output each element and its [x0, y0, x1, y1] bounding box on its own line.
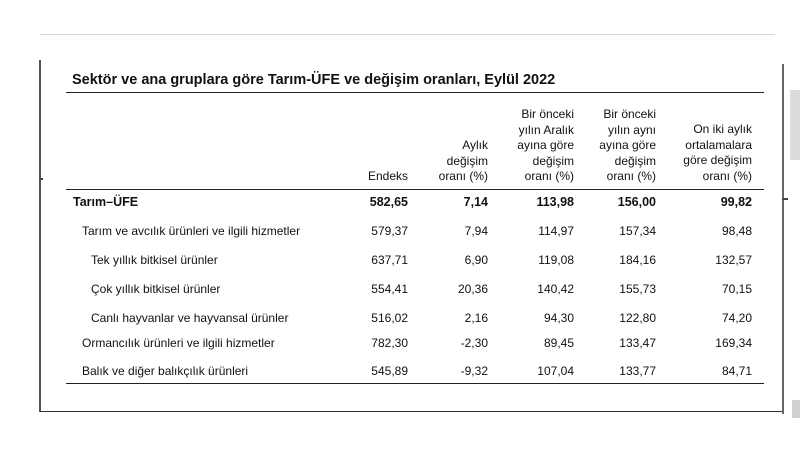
cell-monthly: 20,36 [457, 282, 488, 296]
cell-yearly: 133,47 [619, 336, 656, 350]
cell-monthly: 7,14 [463, 195, 488, 209]
cell-endeks: 782,30 [371, 336, 408, 350]
cell-endeks: 637,71 [371, 253, 408, 267]
cell-twelve-month: 99,82 [720, 195, 752, 209]
row-label-tarim-ufe: Tarım–ÜFE [73, 195, 139, 209]
cell-december: 113,98 [536, 195, 574, 209]
header-top-rule [66, 92, 764, 93]
header-endeks: Endeks [367, 169, 408, 183]
cell-twelve-month: 132,57 [715, 253, 752, 267]
table-title: Sektör ve ana gruplara göre Tarım-ÜFE ve… [72, 72, 556, 88]
cell-endeks: 545,89 [371, 364, 408, 378]
header-december-change: Bir önceki yılın Aralık ayına göre değiş… [517, 107, 574, 183]
table-bottom-rule [66, 383, 764, 384]
cell-monthly: 7,94 [464, 224, 488, 238]
cell-yearly: 157,34 [619, 224, 656, 238]
right-shadow-lower [792, 400, 800, 418]
cell-endeks: 579,37 [371, 224, 408, 238]
cell-monthly: 2,16 [464, 311, 488, 325]
row-label-cok-yillik: Çok yıllık bitkisel ürünler [91, 282, 221, 296]
cell-december: 89,45 [543, 336, 574, 350]
cell-december: 107,04 [537, 364, 574, 378]
cell-endeks: 554,41 [371, 282, 408, 296]
cell-yearly: 184,16 [619, 253, 656, 267]
left-edge-tick [39, 178, 43, 180]
right-edge-line [782, 64, 784, 414]
row-label-balik: Balık ve diğer balıkçılık ürünleri [82, 364, 249, 378]
row-label-canli-hayvanlar: Canlı hayvanlar ve hayvansal ürünler [91, 311, 289, 325]
cell-twelve-month: 84,71 [721, 364, 752, 378]
cell-monthly: 6,90 [464, 253, 488, 267]
cell-yearly: 133,77 [619, 364, 656, 378]
cell-yearly: 122,80 [619, 311, 656, 325]
cell-yearly: 155,73 [619, 282, 656, 296]
cell-monthly: -9,32 [460, 364, 488, 378]
cell-twelve-month: 98,48 [721, 224, 752, 238]
header-twelve-month-average-change: On iki aylık ortalamalara göre değişim o… [683, 122, 752, 183]
header-yearly-change: Bir önceki yılın aynı ayına göre değişim… [599, 107, 656, 183]
cell-endeks: 516,02 [371, 311, 408, 325]
right-shadow [790, 90, 800, 160]
frame-top-border [40, 34, 775, 35]
cell-december: 94,30 [543, 311, 574, 325]
row-label-tek-yillik: Tek yıllık bitkisel ürünler [91, 253, 218, 267]
frame-bottom-border [40, 411, 782, 412]
header-monthly-change: Aylık değişim oranı (%) [438, 138, 488, 183]
cell-december: 140,42 [537, 282, 574, 296]
cell-twelve-month: 74,20 [721, 311, 752, 325]
right-edge-tick [782, 198, 788, 200]
row-label-tarim-avcilik: Tarım ve avcılık ürünleri ve ilgili hizm… [82, 224, 301, 238]
cell-twelve-month: 70,15 [721, 282, 752, 296]
header-bottom-rule [66, 189, 764, 190]
cell-december: 114,97 [538, 224, 574, 238]
cell-twelve-month: 169,34 [715, 336, 752, 350]
left-edge-line [39, 60, 41, 412]
cell-endeks: 582,65 [369, 195, 408, 209]
cell-december: 119,08 [538, 253, 574, 267]
cell-yearly: 156,00 [617, 195, 656, 209]
row-label-ormancilik: Ormancılık ürünleri ve ilgili hizmetler [82, 336, 275, 350]
cell-monthly: -2,30 [460, 336, 488, 350]
